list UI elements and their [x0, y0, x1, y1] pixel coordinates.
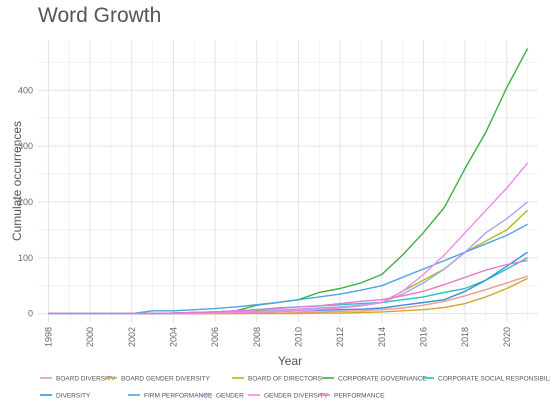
chart-title: Word Growth [38, 4, 162, 27]
legend-label: PERFORMANCE [334, 393, 385, 400]
legend-label: CORPORATE GOVERNANCE [338, 376, 427, 383]
legend-label: BOARD DIVERSITY [56, 376, 116, 383]
x-tick-label: 2008 [252, 327, 262, 347]
x-tick-label: 2006 [210, 327, 220, 347]
legend-label: BOARD OF DIRECTORS [248, 376, 323, 383]
y-axis-title: Cumulate occurrences [10, 121, 24, 241]
x-axis-ticks: 1998 2000 2002 2004 2006 2008 2010 2012 2014 2016… [43, 327, 511, 347]
x-tick-label: 2018 [460, 327, 470, 347]
x-tick-label: 2010 [293, 327, 303, 347]
legend-label: CORPORATE SOCIAL RESPONSIBILITY [438, 376, 550, 383]
x-tick-label: 2002 [127, 327, 137, 347]
plot-area [38, 40, 538, 322]
y-axis-ticks: 0 100 200 300 400 [18, 85, 33, 318]
x-tick-label: 2012 [335, 327, 345, 347]
x-tick-label: 2016 [418, 327, 428, 347]
x-tick-label: 2014 [377, 327, 387, 347]
x-axis-title: Year [278, 354, 302, 368]
series-lines [48, 48, 529, 315]
legend-label: FIRM PERFORMANCE [144, 393, 213, 400]
x-tick-label: 2000 [85, 327, 95, 347]
legend-label: GENDER [216, 393, 244, 400]
x-tick-label: 1998 [43, 327, 53, 347]
legend-label: BOARD GENDER DIVERSITY [121, 376, 211, 383]
y-tick-label: 0 [28, 309, 33, 319]
series-line [48, 259, 528, 315]
y-tick-label: 100 [18, 253, 33, 263]
y-tick-label: 300 [18, 141, 33, 151]
x-tick-label: 2004 [168, 327, 178, 347]
y-tick-label: 200 [18, 197, 33, 207]
grid [38, 40, 538, 322]
y-tick-label: 400 [18, 85, 33, 95]
legend-label: GENDER DIVERSITY [264, 393, 329, 400]
legend: BOARD DIVERSITY BOARD GENDER DIVERSITY BOA… [40, 376, 550, 400]
x-tick-label: 2020 [502, 327, 512, 347]
legend-label: DIVERSITY [56, 393, 91, 400]
